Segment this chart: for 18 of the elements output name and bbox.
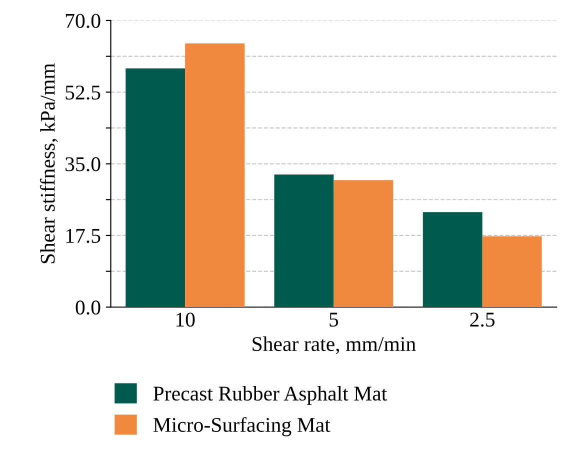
y-tick-label: 52.5 — [66, 86, 100, 100]
legend-label: Micro-Surfacing Mat — [153, 417, 330, 436]
y-tick-label: 35.0 — [66, 157, 100, 172]
bar — [274, 174, 334, 308]
y-tick-label: 0.0 — [76, 300, 100, 315]
y-axis-title: Shear stiffness, kPa/mm — [40, 63, 58, 264]
bar — [185, 43, 245, 308]
x-tick-label: 2.5 — [470, 312, 495, 327]
bar — [482, 236, 542, 308]
legend-label: Precast Rubber Asphalt Mat — [153, 386, 388, 405]
x-tick-label: 5 — [330, 312, 338, 327]
bar — [422, 212, 482, 308]
x-tick-label: 10 — [176, 312, 195, 327]
bar — [126, 68, 186, 308]
x-axis-title: Shear rate, mm/min — [252, 336, 416, 354]
y-tick-label: 70.0 — [66, 14, 100, 28]
y-tick-label: 17.5 — [66, 228, 100, 243]
bar — [334, 180, 394, 308]
